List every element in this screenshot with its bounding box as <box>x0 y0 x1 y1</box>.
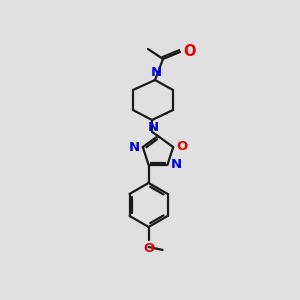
Text: N: N <box>150 66 162 79</box>
Text: O: O <box>143 242 154 255</box>
Text: N: N <box>129 141 140 154</box>
Text: O: O <box>176 140 188 153</box>
Text: O: O <box>183 44 196 59</box>
Text: N: N <box>170 158 182 171</box>
Text: N: N <box>147 121 159 134</box>
